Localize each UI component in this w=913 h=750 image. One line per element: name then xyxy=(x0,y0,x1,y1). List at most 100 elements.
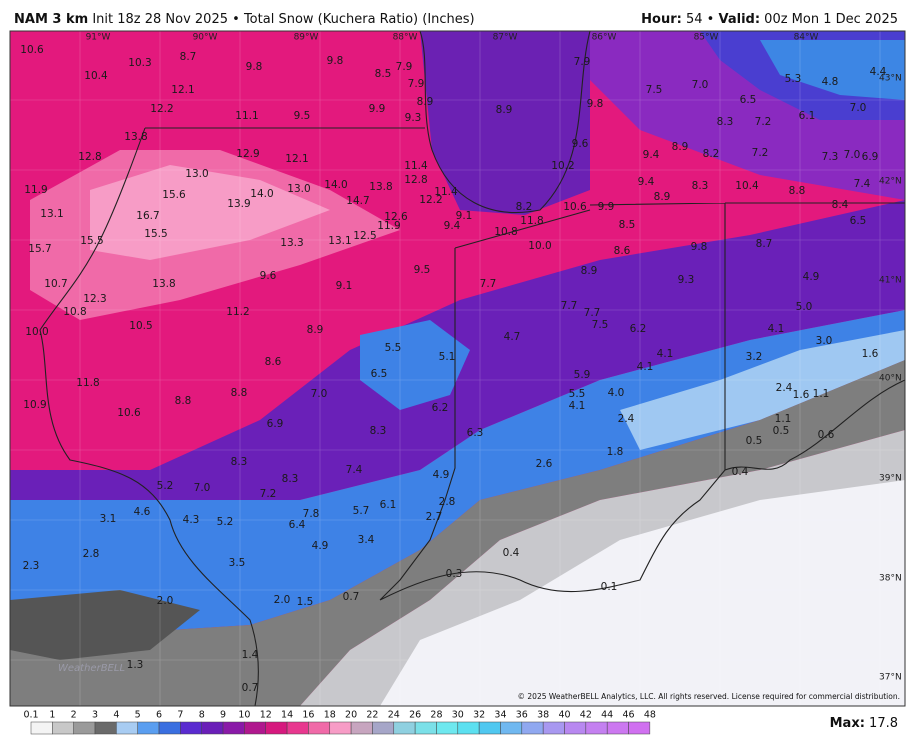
snow-amount: 3.5 xyxy=(229,557,246,569)
snow-amount: 9.6 xyxy=(260,270,277,282)
snow-amount: 7.2 xyxy=(752,147,769,159)
snow-amount: 13.8 xyxy=(152,278,175,290)
snow-amount: 9.9 xyxy=(598,201,615,213)
legend-swatch xyxy=(158,721,181,735)
legend-label: 32 xyxy=(473,710,485,721)
legend-swatch xyxy=(542,721,565,735)
snow-amount: 3.2 xyxy=(746,351,763,363)
snow-amount: 7.9 xyxy=(396,61,413,73)
snow-amount: 6.5 xyxy=(740,94,757,106)
snow-amount: 6.2 xyxy=(432,402,449,414)
snow-amount: 3.1 xyxy=(100,513,117,525)
snow-amount: 4.3 xyxy=(183,514,200,526)
longitude-label: 90°W xyxy=(193,33,218,43)
snow-amount: 8.9 xyxy=(581,265,598,277)
snow-amount: 1.3 xyxy=(127,659,144,671)
snow-amount: 9.8 xyxy=(246,61,263,73)
snow-amount: 14.7 xyxy=(346,195,369,207)
valid: 00z Mon 1 Dec 2025 xyxy=(764,12,898,27)
snow-amount: 4.9 xyxy=(312,540,329,552)
snow-amount: 6.9 xyxy=(267,418,284,430)
snow-amount: 1.1 xyxy=(775,413,792,425)
snow-amount: 13.1 xyxy=(328,235,351,247)
snow-amount: 11.2 xyxy=(226,306,249,318)
snow-amount: 7.0 xyxy=(311,388,328,400)
snow-amount: 9.3 xyxy=(678,274,695,286)
legend-swatch xyxy=(564,721,587,735)
legend-swatch xyxy=(606,721,629,735)
snow-amount: 7.0 xyxy=(194,482,211,494)
latitude-label: 37°N xyxy=(879,673,902,683)
snow-amount: 12.8 xyxy=(78,151,101,163)
legend-swatch xyxy=(521,721,544,735)
legend-label: 40 xyxy=(558,710,570,721)
legend-label: 14 xyxy=(281,710,293,721)
snow-field xyxy=(760,40,905,100)
snow-amount: 7.5 xyxy=(646,84,663,96)
snow-amount: 10.4 xyxy=(84,70,108,82)
longitude-label: 87°W xyxy=(493,33,518,43)
snow-amount: 4.9 xyxy=(433,469,450,481)
header-left: NAM 3 km Init 18z 28 Nov 2025 • Total Sn… xyxy=(14,12,475,27)
snow-amount: 7.4 xyxy=(346,464,363,476)
snow-amount: 6.5 xyxy=(850,215,867,227)
snow-amount: 9.8 xyxy=(691,241,708,253)
snow-amount: 10.3 xyxy=(128,57,151,69)
legend-label: 3 xyxy=(92,710,98,721)
snow-amount: 7.8 xyxy=(303,508,320,520)
snow-amount: 9.5 xyxy=(294,110,311,122)
snow-amount: 0.4 xyxy=(503,547,520,559)
separator: • xyxy=(707,12,715,27)
snow-amount: 5.2 xyxy=(217,516,234,528)
snow-amount: 15.5 xyxy=(144,228,167,240)
snow-amount: 6.3 xyxy=(467,427,484,439)
snow-amount: 4.7 xyxy=(504,331,521,343)
snow-amount: 10.7 xyxy=(44,278,67,290)
snow-amount: 8.6 xyxy=(614,245,631,257)
legend-swatch xyxy=(585,721,608,735)
snow-amount: 12.9 xyxy=(236,148,259,160)
snow-amount: 11.8 xyxy=(520,215,543,227)
lake-michigan xyxy=(420,31,590,215)
snow-amount: 0.7 xyxy=(343,591,360,603)
snow-amount: 8.4 xyxy=(832,199,849,211)
legend-swatch xyxy=(372,721,395,735)
legend-label: 48 xyxy=(644,710,656,721)
snow-amount: 8.9 xyxy=(672,141,689,153)
snow-amount: 12.2 xyxy=(419,194,442,206)
snow-amount: 4.1 xyxy=(569,400,586,412)
snow-amount: 2.8 xyxy=(83,548,100,560)
snow-amount: 0.4 xyxy=(732,466,749,478)
snow-amount: 8.2 xyxy=(516,201,533,213)
snow-amount: 5.9 xyxy=(574,369,591,381)
legend-label: 44 xyxy=(601,710,613,721)
legend-label: 10 xyxy=(238,710,250,721)
longitude-label: 84°W xyxy=(794,33,819,43)
snow-amount: 3.0 xyxy=(816,335,833,347)
init: Init 18z 28 Nov 2025 xyxy=(92,12,228,27)
longitude-label: 89°W xyxy=(294,33,319,43)
snow-amount: 12.3 xyxy=(83,293,106,305)
map-frame xyxy=(9,30,906,707)
snow-amount: 2.0 xyxy=(274,594,291,606)
legend-label: 6 xyxy=(156,710,162,721)
snow-amount: 8.8 xyxy=(175,395,192,407)
legend-swatch xyxy=(116,721,138,735)
model: NAM 3 km xyxy=(14,12,88,27)
latitude-label: 41°N xyxy=(879,276,902,286)
legend-swatch xyxy=(201,721,224,735)
snow-amount: 4.0 xyxy=(608,387,625,399)
snow-amount: 9.4 xyxy=(643,149,660,161)
snow-amount: 10.4 xyxy=(735,180,759,192)
state-borders xyxy=(39,31,905,706)
snow-amount: 13.8 xyxy=(124,131,147,143)
legend: 0.1 1 2 3 4 5 6 7 8 9 10 12 14 16 18 20 22 24 26 28 30 32 34 36… xyxy=(23,710,656,735)
snow-amount: 15.6 xyxy=(162,189,186,201)
legend-swatch xyxy=(436,721,459,735)
snow-amount: 9.1 xyxy=(456,210,473,222)
snow-amount: 13.1 xyxy=(40,208,63,220)
snow-field xyxy=(10,360,905,706)
legend-label: 9 xyxy=(220,710,226,721)
snow-amount: 8.3 xyxy=(370,425,387,437)
